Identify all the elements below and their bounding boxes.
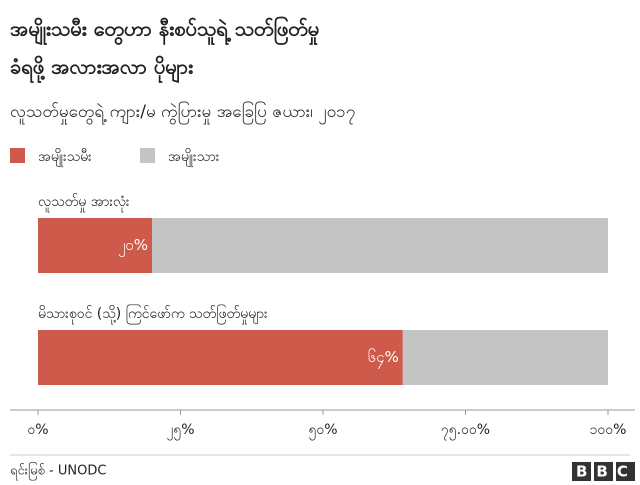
source: ရင်းမြစ် - UNODC [10,462,106,481]
x-tick-label: ၁၀၀% [590,422,627,438]
logo-box [572,462,591,481]
x-tick-label: ၇၅.၀၀% [441,422,490,440]
legend-swatch [10,148,25,163]
logo-box [594,462,613,481]
logo: BBC [572,462,637,481]
bar-segment [38,330,403,385]
category-label: မိသားစုဝင် (သို့) ကြင်ဖော်က သတ်ဖြတ်မှုမျ… [38,305,268,324]
logo-text: BBC [576,463,637,481]
bar-segment [402,330,608,385]
chart-title: ခံရဖို့ အလားအလာ ပိုများ [10,55,193,84]
legend-label: အမျိုးသမီး [38,149,92,167]
legend-swatch [140,148,155,163]
value-label: ၆၄% [368,348,399,369]
chart-subtitle: လူသတ်မှုတွေရဲ့ ကျား/မ ကွဲပြားမှု အခြေပြ … [10,100,355,125]
x-tick-label: ၀% [27,422,48,438]
logo-box [616,462,635,481]
chart-title: အမျိုးသမီး တွေဟာ နီးစပ်သူရဲ့ သတ်ဖြတ်မှု [10,16,319,46]
category-label: လူသတ်မှု အားလုံး [38,194,130,212]
value-label: ၂၀% [118,236,148,257]
bar-segment [38,218,152,273]
bar-segment [152,218,608,273]
x-tick-label: ၂၅% [166,422,194,440]
legend-label: အမျိုးသား [168,149,220,167]
x-tick-label: ၅၀% [308,422,337,440]
